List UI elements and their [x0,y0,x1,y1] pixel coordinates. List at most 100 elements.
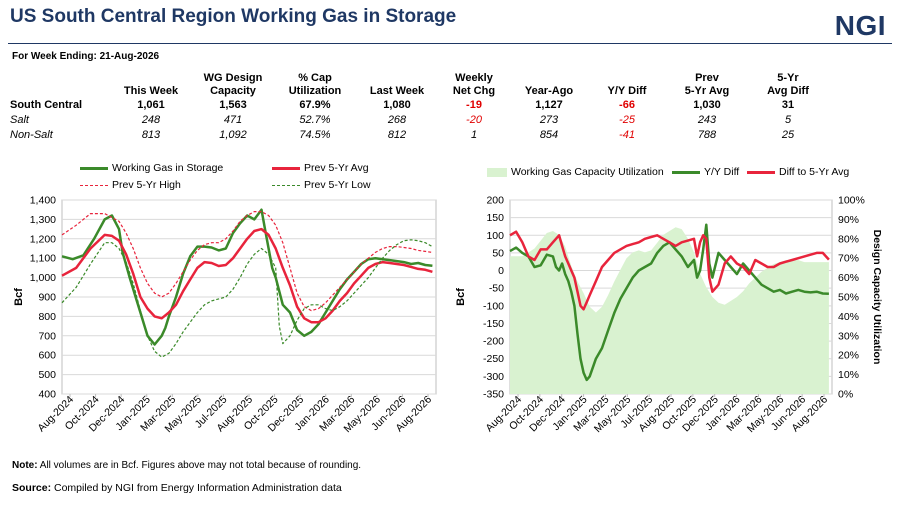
y-tick-label: 1,300 [30,214,56,226]
y-tick-label: 600 [38,350,56,362]
y2-tick-label: 50% [838,292,859,304]
header-divider [8,43,892,44]
table-header-cell: Year-Ago [510,72,588,98]
table-cell: 1,061 [137,99,165,111]
note-label: Note: [12,460,38,471]
legend-swatch-prev-high [80,184,108,186]
y-tick-label: 700 [38,330,56,342]
table-cell: 1,080 [383,99,411,111]
table-cell: 788 [697,129,717,141]
table-header-cell: Weekly Net Chg [438,72,510,98]
table-body: South Central 1,061 1,563 67.9% 1,080 -19 1,12… [10,98,828,143]
y2-tick-label: 100% [838,195,865,207]
table-header-cell: This Week [110,72,192,98]
table-cell: 1,030 [693,99,721,111]
series-area-utilization [510,227,829,394]
table-row: South Central 1,061 1,563 67.9% 1,080 -19 1,12… [10,98,828,113]
table-cell: 74.5% [299,129,331,141]
y-tick-label: 800 [38,311,56,323]
table-header-cell: Prev 5-Yr Avg [666,72,748,98]
legend-item-utilization: Working Gas Capacity Utilization [487,166,664,178]
y-tick-label: -250 [483,353,504,365]
y2-tick-label: 90% [838,214,859,226]
table-cell: 31 [781,99,795,111]
legend-item-prev-avg: Prev 5-Yr Avg [272,162,369,174]
y-tick-label: 100 [486,230,504,242]
y2-axis-label: Design Capacity Utilization [871,230,883,365]
table-cell: -19 [466,99,482,111]
y2-tick-label: 20% [838,350,859,362]
source-label: Source: [12,482,52,494]
table-cell: 813 [141,129,161,141]
table-header-line-2: 5-Yr Avg [684,85,730,97]
table-cell: 248 [141,114,161,126]
table-header-line-2: Y/Y Diff [607,85,647,97]
y-tick-label: -50 [489,283,504,295]
table-header-line-1: Weekly [455,72,493,84]
table-cell: -66 [619,99,635,111]
legend-swatch-prev-avg [272,166,300,170]
table-cell: -25 [619,114,635,126]
y2-tick-label: 80% [838,233,859,245]
y-tick-label: 50 [492,247,504,259]
table-row: Salt 248 471 52.7% 268 -20 273 -25 243 5 [10,113,828,128]
working-gas-chart: 400 500 600 700 800 900 1,000 1,100 1,200 1,300 1,… [13,195,437,435]
table-header-line-2: Net Chg [452,85,496,97]
table-cell: -41 [619,129,635,141]
y-tick-label: 1,400 [30,195,56,207]
y-axis-label: Bcf [13,288,25,306]
legend-item-working-gas: Working Gas in Storage [80,162,223,174]
table-header-line-2: This Week [123,85,179,97]
y2-tick-label: 30% [838,330,859,342]
table-cell: 1,563 [219,99,247,111]
row-label: Salt [10,114,29,126]
y-tick-label: 1,100 [30,253,56,265]
table-cell: 273 [539,114,559,126]
table-cell: 5 [784,114,792,126]
y-tick-label: -350 [483,389,504,401]
table-header-line-1: 5-Yr [777,72,799,84]
note-text: All volumes are in Bcf. Figures above ma… [37,460,362,471]
y-tick-label: 400 [38,389,56,401]
y-tick-label: 150 [486,212,504,224]
ngi-logo: NGI [834,10,886,41]
table-header-line-1: Prev [695,72,719,84]
legend-swatch-diff-5yr [747,170,775,174]
table-header-line-2: Year-Ago [524,85,574,97]
legend-item-diff-5yr: Diff to 5-Yr Avg [747,166,849,178]
y-tick-label: -200 [483,336,504,348]
series-line-prev-5-yr-avg [61,227,433,324]
y2-tick-label: 0% [838,389,853,401]
y-tick-label: 900 [38,292,56,304]
source-text: Compiled by NGI from Energy Information … [51,482,342,494]
table-header-line-2: Avg Diff [767,85,809,97]
table-header-cell: Y/Y Diff [588,72,666,98]
table-cell: 243 [697,114,717,126]
y-tick-label: -150 [483,318,504,330]
legend-label-prev-high: Prev 5-Yr High [112,179,181,191]
y-tick-label: 1,200 [30,233,56,245]
legend-label-prev-low: Prev 5-Yr Low [304,179,371,191]
y-tick-label: 1,000 [30,272,56,284]
source-line: Source: Compiled by NGI from Energy Info… [12,482,342,494]
legend-label-working-gas: Working Gas in Storage [112,162,224,174]
legend-label-prev-avg: Prev 5-Yr Avg [304,162,369,174]
table-cell: -20 [466,114,482,126]
week-ending-label: For Week Ending: 21-Aug-2026 [12,51,160,62]
legend-swatch-prev-low [272,184,300,186]
table-header-cell: Last Week [356,72,438,98]
footnote: Note: All volumes are in Bcf. Figures ab… [12,460,361,471]
table-header-cell: WG Design Capacity [192,72,274,98]
table-header-line-2: Last Week [369,85,425,97]
table-header-line-1: WG Design [203,72,263,84]
legend-label-utilization: Working Gas Capacity Utilization [511,166,664,178]
y-tick-label: 200 [486,195,504,207]
table-row: Non-Salt 813 1,092 74.5% 812 1 854 -41 788 25 [10,128,828,143]
table-header-line-2: Utilization [288,85,342,97]
table-cell: 854 [539,129,559,141]
table-cell: 52.7% [299,114,331,126]
page-title: US South Central Region Working Gas in S… [10,6,457,27]
y2-tick-label: 70% [838,253,859,265]
y-tick-label: -300 [483,371,504,383]
table-cell: 471 [223,114,243,126]
